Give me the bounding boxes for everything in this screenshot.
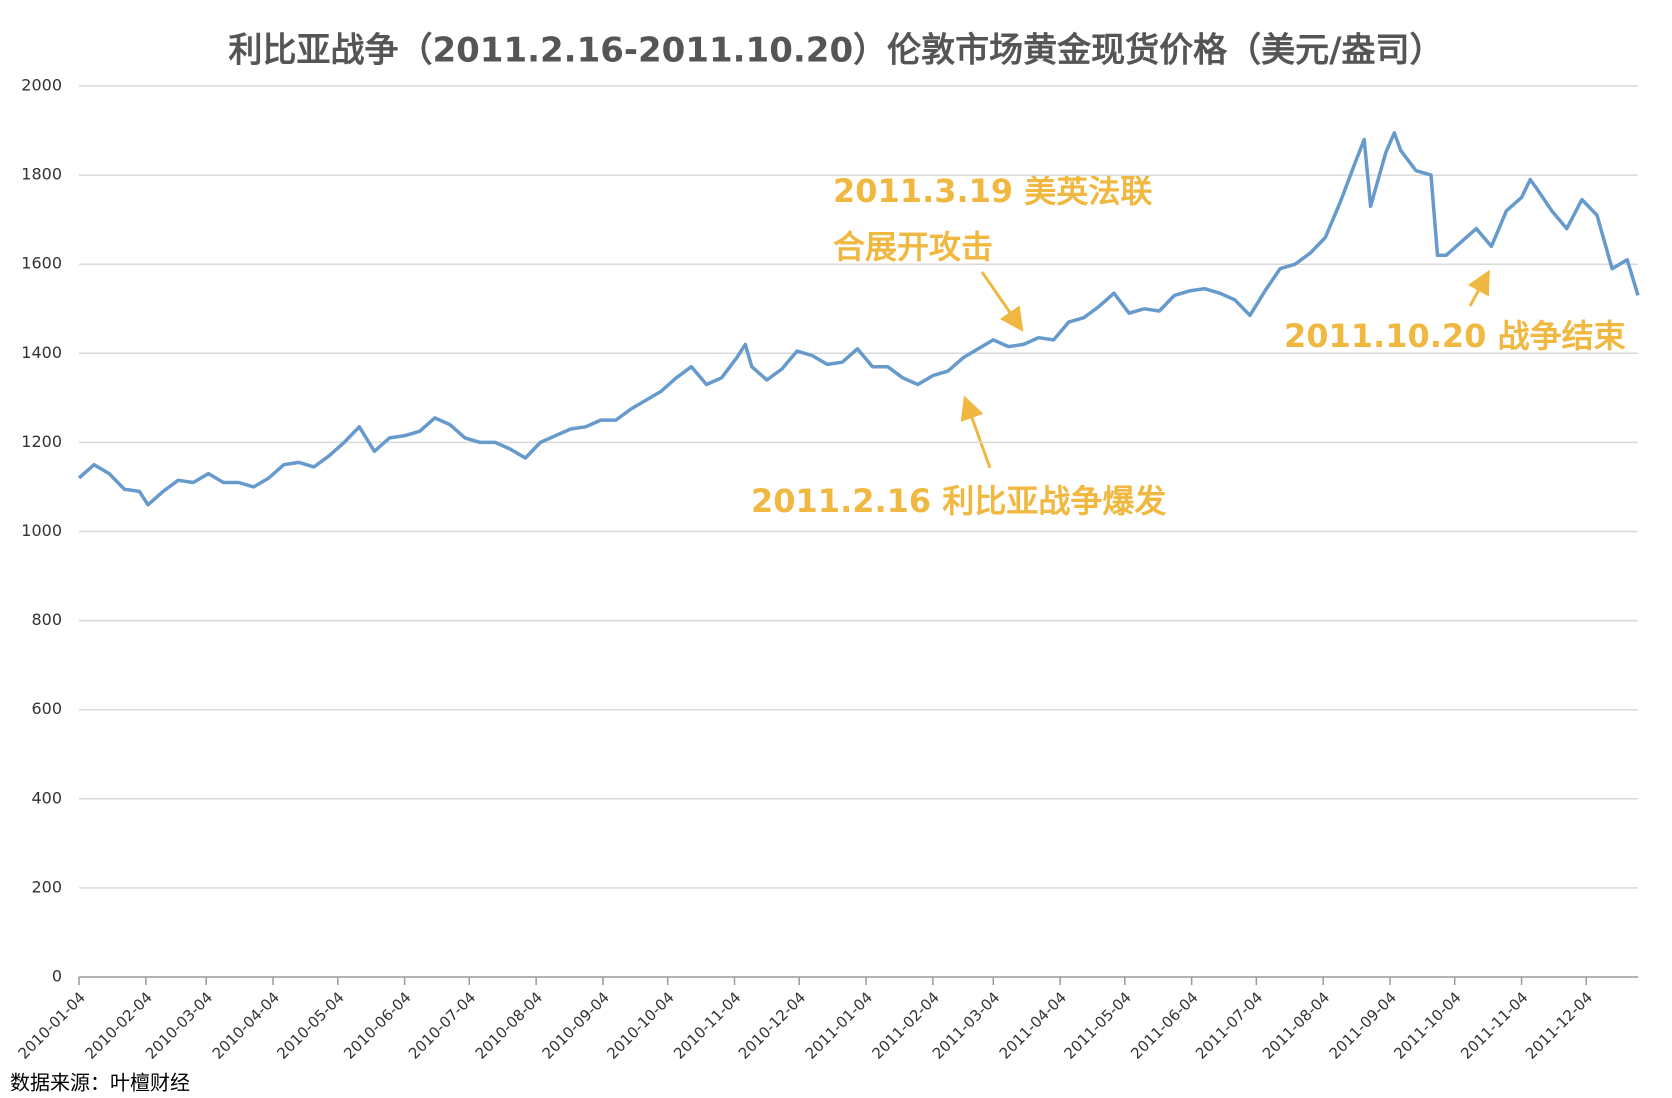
y-tick-label: 0 [52,967,62,986]
x-tick-label: 2011-07-04 [1192,988,1266,1062]
x-tick-label: 2011-09-04 [1326,988,1400,1062]
y-tick-label: 800 [31,610,62,629]
arrow [980,271,1024,332]
x-tick-label: 2010-07-04 [405,988,479,1062]
y-tick-label: 200 [31,877,62,896]
x-tick-label: 2010-06-04 [340,988,414,1062]
y-tick-label: 1000 [21,521,62,540]
x-tick-label: 2011-06-04 [1127,988,1201,1062]
arrow [1467,269,1490,307]
x-tick-label: 2010-05-04 [273,988,347,1062]
x-tick-label: 2010-08-04 [472,988,546,1062]
y-tick-label: 1400 [21,343,62,362]
x-tick-label: 2011-12-04 [1522,988,1596,1062]
annotation: 2011.10.20 战争结束 [1284,317,1626,355]
x-tick-label: 2010-09-04 [539,988,613,1062]
y-tick-label: 2000 [21,76,62,95]
annotation: 2011.3.19 美英法联 [833,172,1152,210]
arrow [960,395,992,469]
x-tick-label: 2011-04-04 [996,988,1070,1062]
x-tick-label: 2011-08-04 [1259,988,1333,1062]
series-line [77,131,1640,507]
x-tick-label: 2010-12-04 [735,988,809,1062]
x-tick-label: 2011-01-04 [802,988,876,1062]
chart-title: 利比亚战争（2011.2.16-2011.10.20）伦敦市场黄金现货价格（美元… [228,31,1443,71]
y-tick-label: 1200 [21,432,62,451]
x-tick-label: 2010-01-04 [15,988,89,1062]
annotation: 合展开攻击 [833,228,993,266]
source: 数据来源：叶檀财经 [10,1071,190,1095]
x-tick-label: 2010-04-04 [209,988,283,1062]
y-tick-label: 600 [31,699,62,718]
y-tick-label: 400 [31,788,62,807]
y-tick-label: 1600 [21,254,62,273]
y-tick-label: 1800 [21,165,62,184]
x-tick-label: 2010-11-04 [670,988,744,1062]
x-tick-label: 2010-10-04 [603,988,677,1062]
x-tick-label: 2011-11-04 [1457,988,1531,1062]
x-tick-label: 2011-10-04 [1390,988,1464,1062]
x-tick-label: 2011-05-04 [1060,988,1134,1062]
annotation: 2011.2.16 利比亚战争爆发 [751,482,1166,520]
